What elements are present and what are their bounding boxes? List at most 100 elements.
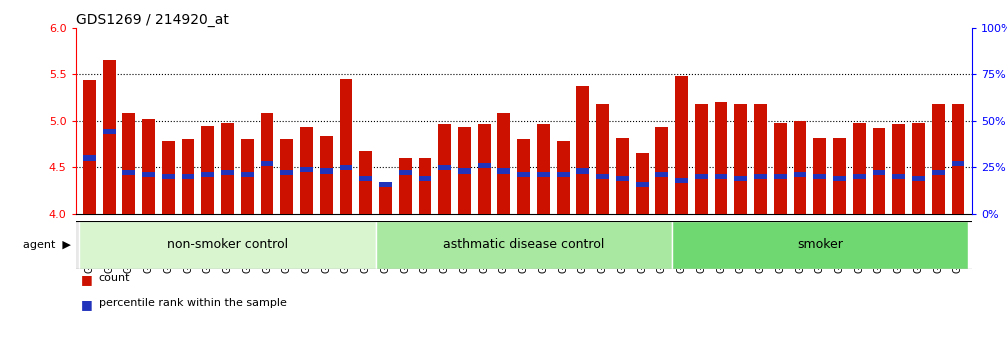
Bar [715, 102, 727, 214]
Bar [754, 174, 767, 179]
Bar [931, 104, 945, 214]
Bar [339, 79, 352, 214]
Bar [201, 172, 214, 177]
Bar [557, 172, 570, 177]
Text: non-smoker control: non-smoker control [167, 238, 288, 252]
Bar [853, 122, 866, 214]
Bar [162, 174, 175, 179]
Bar [596, 104, 609, 214]
Bar [675, 76, 688, 214]
Bar [497, 168, 511, 174]
Bar [596, 174, 609, 179]
Bar [83, 80, 96, 214]
Bar [222, 122, 234, 214]
Bar [181, 139, 194, 214]
Bar [518, 172, 530, 177]
Bar [280, 170, 293, 176]
Bar [399, 170, 412, 176]
Bar [892, 125, 905, 214]
Bar [912, 122, 924, 214]
Bar [320, 168, 332, 174]
Bar [261, 113, 274, 214]
Bar [794, 172, 807, 177]
Bar [952, 161, 965, 166]
Bar [715, 174, 727, 179]
Bar [320, 136, 332, 214]
Bar [773, 122, 786, 214]
Bar [616, 138, 628, 214]
Bar [537, 172, 550, 177]
Bar [438, 165, 451, 170]
Bar [80, 221, 376, 269]
Bar [162, 141, 175, 214]
Text: smoker: smoker [797, 238, 843, 252]
Bar [142, 172, 155, 177]
Bar [280, 139, 293, 214]
Bar [477, 163, 490, 168]
Bar [103, 60, 116, 214]
Bar [794, 121, 807, 214]
Bar [892, 174, 905, 179]
Bar [773, 174, 786, 179]
Bar [616, 176, 628, 181]
Bar [123, 170, 135, 176]
Bar [635, 153, 649, 214]
Bar [912, 176, 924, 181]
Bar [635, 181, 649, 187]
Bar [241, 172, 254, 177]
Bar [675, 178, 688, 183]
Bar [477, 124, 490, 214]
Text: agent  ▶: agent ▶ [22, 240, 70, 250]
Bar [399, 158, 412, 214]
Bar [103, 129, 116, 135]
Bar [734, 176, 747, 181]
Bar [241, 139, 254, 214]
Bar [458, 168, 471, 174]
Bar [376, 221, 672, 269]
Text: asthmatic disease control: asthmatic disease control [443, 238, 604, 252]
Bar [359, 151, 373, 214]
Bar [261, 161, 274, 166]
Bar [300, 127, 313, 214]
Text: ■: ■ [81, 298, 93, 312]
Text: GDS1269 / 214920_at: GDS1269 / 214920_at [76, 12, 229, 27]
Bar [952, 104, 965, 214]
Text: count: count [99, 273, 130, 283]
Text: percentile rank within the sample: percentile rank within the sample [99, 298, 287, 308]
Bar [518, 139, 530, 214]
Bar [814, 138, 826, 214]
Bar [656, 172, 669, 177]
Bar [222, 170, 234, 176]
Bar [419, 158, 431, 214]
Bar [872, 128, 885, 214]
Bar [497, 113, 511, 214]
Bar [833, 138, 846, 214]
Bar [754, 104, 767, 214]
Bar [181, 174, 194, 179]
Bar [557, 141, 570, 214]
Bar [419, 176, 431, 181]
Bar [853, 174, 866, 179]
Bar [695, 104, 708, 214]
Bar [379, 181, 392, 187]
Bar [123, 113, 135, 214]
Bar [872, 170, 885, 176]
Bar [576, 86, 589, 214]
Bar [833, 176, 846, 181]
Bar [672, 221, 968, 269]
Bar [576, 168, 589, 174]
Bar [339, 165, 352, 170]
Text: ■: ■ [81, 273, 93, 286]
Bar [458, 127, 471, 214]
Bar [83, 156, 96, 160]
Bar [379, 187, 392, 214]
Bar [734, 104, 747, 214]
Bar [359, 176, 373, 181]
Bar [142, 119, 155, 214]
Bar [438, 124, 451, 214]
Bar [300, 167, 313, 172]
Bar [814, 174, 826, 179]
Bar [537, 124, 550, 214]
Bar [656, 127, 669, 214]
Bar [695, 174, 708, 179]
